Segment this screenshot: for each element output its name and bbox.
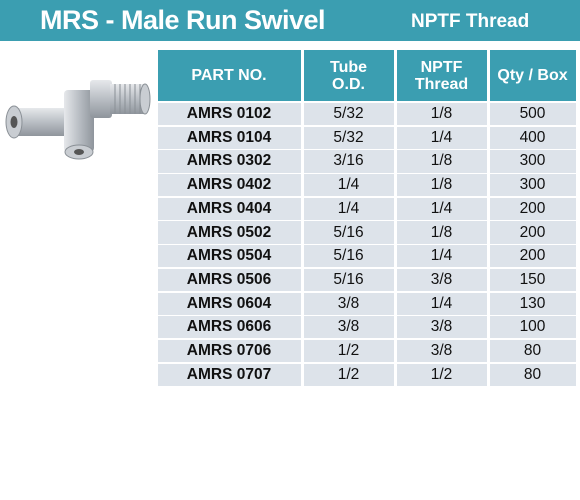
table-row: AMRS 0706 1/2 3/8 80 [156, 339, 577, 364]
table-cell: 1/4 [303, 197, 394, 220]
table-cell: AMRS 0104 [157, 126, 301, 149]
table-cell: 500 [489, 103, 576, 126]
table-cell: 200 [489, 197, 576, 220]
table-cell: 1/4 [396, 245, 487, 268]
table-cell: AMRS 0402 [157, 174, 301, 197]
table-row: AMRS 0104 5/32 1/4 400 [156, 126, 577, 151]
table-cell: 5/16 [303, 245, 394, 268]
table-cell: AMRS 0302 [157, 150, 301, 173]
table-cell: 3/8 [303, 316, 394, 339]
table-row: AMRS 0606 3/8 3/8 100 [156, 316, 577, 340]
table-row: AMRS 0502 5/16 1/8 200 [156, 221, 577, 245]
table-cell: 3/8 [396, 316, 487, 339]
table-cell: 150 [489, 268, 576, 291]
column-header-text: Qty / Box [497, 67, 568, 84]
table-cell: AMRS 0706 [157, 339, 301, 363]
table-cell: 300 [489, 174, 576, 197]
table-cell: 1/4 [396, 197, 487, 220]
table-body: AMRS 0102 5/32 1/8 500 AMRS 0104 5/32 1/4 400 AM… [156, 103, 577, 387]
table-row: AMRS 0506 5/16 3/8 150 [156, 268, 577, 293]
table-cell: 200 [489, 221, 576, 244]
table-cell: 300 [489, 150, 576, 173]
table-row: AMRS 0707 1/2 1/2 80 [156, 363, 577, 388]
table-cell: 1/8 [396, 150, 487, 173]
table-cell: 1/2 [303, 339, 394, 363]
table-cell: 1/4 [396, 292, 487, 315]
subtitle: NPTF Thread [411, 11, 530, 32]
table-cell: 1/2 [396, 363, 487, 386]
column-header-text: NPTF Thread [414, 58, 469, 93]
title: MRS - Male Run Swivel [40, 5, 326, 35]
banner: MRS - Male Run Swivel NPTF Thread [0, 0, 580, 41]
column-header-text: Tube O.D. [329, 58, 368, 93]
column-header-text: PART NO. [191, 67, 267, 84]
product-image [5, 80, 151, 160]
table-cell: 1/8 [396, 103, 487, 126]
table-cell: 130 [489, 292, 576, 315]
table-cell: 3/8 [396, 268, 487, 291]
table: PART NO. Tube O.D. NPTF Thread Qty / Box AMR… [156, 50, 577, 387]
table-cell: 3/16 [303, 150, 394, 173]
table-cell: 1/8 [396, 221, 487, 244]
table-row: AMRS 0402 1/4 1/8 300 [156, 174, 577, 198]
table-cell: 1/4 [396, 126, 487, 149]
header-row: PART NO. Tube O.D. NPTF Thread Qty / Box [156, 50, 577, 103]
column-header: Qty / Box [489, 50, 576, 101]
table-cell: 5/16 [303, 268, 394, 291]
table-cell: 80 [489, 339, 576, 363]
table-cell: 1/8 [396, 174, 487, 197]
table-row: AMRS 0504 5/16 1/4 200 [156, 245, 577, 269]
table-cell: 1/2 [303, 363, 394, 386]
table-row: AMRS 0302 3/16 1/8 300 [156, 150, 577, 174]
table-cell: 400 [489, 126, 576, 149]
table-cell: 3/8 [396, 339, 487, 363]
table-cell: 80 [489, 363, 576, 386]
column-header: NPTF Thread [396, 50, 487, 101]
column-header: PART NO. [157, 50, 301, 101]
table-cell: 1/4 [303, 174, 394, 197]
table-cell: 5/32 [303, 103, 394, 126]
table-cell: 5/32 [303, 126, 394, 149]
table-cell: 3/8 [303, 292, 394, 315]
table-cell: AMRS 0502 [157, 221, 301, 244]
table-row: AMRS 0604 3/8 1/4 130 [156, 292, 577, 317]
table-cell: AMRS 0506 [157, 268, 301, 291]
table-cell: AMRS 0604 [157, 292, 301, 315]
table-row: AMRS 0404 1/4 1/4 200 [156, 197, 577, 222]
table-row: AMRS 0102 5/32 1/8 500 [156, 103, 577, 127]
table-cell: AMRS 0404 [157, 197, 301, 220]
table-cell: AMRS 0606 [157, 316, 301, 339]
table-cell: 5/16 [303, 221, 394, 244]
table-cell: AMRS 0102 [157, 103, 301, 126]
table-cell: 200 [489, 245, 576, 268]
table-cell: 100 [489, 316, 576, 339]
column-header: Tube O.D. [303, 50, 394, 101]
table-cell: AMRS 0707 [157, 363, 301, 386]
table-cell: AMRS 0504 [157, 245, 301, 268]
